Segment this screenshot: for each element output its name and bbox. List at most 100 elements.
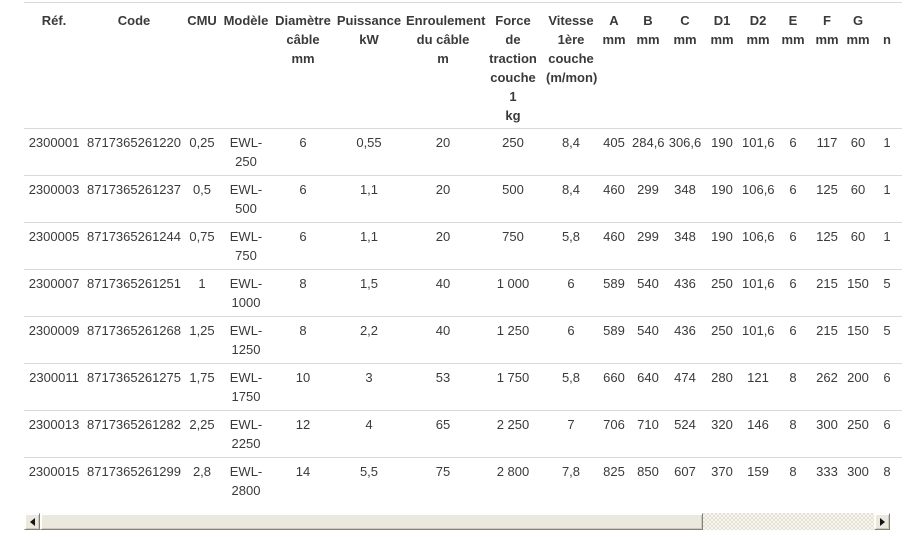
- column-header-partial: n: [872, 2, 902, 129]
- scrollbar-thumb[interactable]: [40, 513, 703, 530]
- cell-partial: 1: [883, 135, 891, 150]
- cell-ref: 2300015: [24, 457, 84, 504]
- cell-f: 300: [810, 410, 844, 458]
- cell-d2: 146: [740, 410, 776, 458]
- cell-puissance: 1,1: [334, 175, 404, 223]
- cell-cmu: 2,8: [184, 457, 220, 504]
- cell-diametre_cable: 14: [272, 457, 334, 504]
- cell-modele: EWL-250: [229, 135, 263, 169]
- cell-enroulement: 20: [435, 135, 451, 150]
- table-row: 2300009 8717365261268 1,25 EWL-1250 8 2,2 40 1 …: [24, 316, 902, 364]
- cell-diametre_cable: 6: [272, 175, 334, 223]
- cell-c: 306,6: [668, 135, 702, 150]
- cell-a: 460: [598, 175, 630, 223]
- cell-g: 250: [844, 410, 872, 458]
- cell-enroulement: 53: [404, 363, 482, 411]
- column-header-force_traction: Force de traction couche 1 kg: [482, 2, 544, 129]
- column-header-puissance: Puissance kW: [334, 2, 404, 129]
- cell-diametre_cable: 8: [272, 316, 334, 364]
- table-row: 2300005 8717365261244 0,75 EWL-750 6 1,1 20 750…: [24, 222, 902, 270]
- cell-diametre_cable: 8: [272, 269, 334, 317]
- cell-b: 540: [630, 316, 666, 364]
- cell-f: 125: [810, 222, 844, 270]
- cell-d1: 280: [704, 363, 740, 411]
- cell-a: 825: [598, 457, 630, 504]
- column-header-ref: Réf.: [24, 2, 84, 129]
- cell-code: 8717365261282: [84, 410, 184, 458]
- column-header-e: E mm: [776, 2, 810, 129]
- cell-f: 215: [810, 269, 844, 317]
- cell-ref: 2300013: [24, 410, 84, 458]
- cell-vitesse: 8,4: [544, 175, 598, 223]
- cell-d1: 250: [704, 269, 740, 317]
- header-row: Réf. Code CMU Modèle Diamètre câble mm Puissa…: [24, 2, 902, 129]
- cell-d2: 101,6: [740, 269, 776, 317]
- cell-f: 215: [810, 316, 844, 364]
- cell-modele: EWL-1250: [220, 316, 272, 364]
- cell-ref: 2300007: [24, 269, 84, 317]
- cell-puissance: 1,5: [334, 269, 404, 317]
- cell-c: 348: [666, 175, 704, 223]
- scroll-left-button[interactable]: [24, 513, 40, 530]
- cell-cmu: 0,25: [189, 135, 215, 150]
- cell-d1: 190: [704, 222, 740, 270]
- cell-g: 150: [844, 269, 872, 317]
- cell-code: 8717365261275: [84, 363, 184, 411]
- cell-d1: 320: [704, 410, 740, 458]
- cell-code: 8717365261299: [84, 457, 184, 504]
- cell-force_traction: 1 000: [482, 269, 544, 317]
- scroll-right-button[interactable]: [874, 513, 890, 530]
- cell-e: 6: [789, 135, 797, 150]
- cell-partial: 6: [872, 363, 902, 411]
- horizontal-scrollbar[interactable]: [24, 513, 890, 530]
- cell-a: 460: [598, 222, 630, 270]
- cell-force_traction: 2 250: [482, 410, 544, 458]
- cell-f: 117: [816, 135, 838, 150]
- cell-d2: 101,6: [742, 135, 775, 150]
- cell-puissance: 2,2: [334, 316, 404, 364]
- scrollbar-track[interactable]: [703, 513, 874, 530]
- cell-d1: 190: [711, 135, 733, 150]
- column-header-f: F mm: [810, 2, 844, 129]
- cell-partial: 5: [872, 269, 902, 317]
- cell-b: 540: [630, 269, 666, 317]
- column-header-g: G mm: [844, 2, 872, 129]
- table-viewport[interactable]: Réf. Code CMU Modèle Diamètre câble mm Puissa…: [24, 2, 902, 504]
- cell-modele: EWL-2250: [220, 410, 272, 458]
- cell-a: 589: [598, 269, 630, 317]
- cell-force_traction: 500: [482, 175, 544, 223]
- cell-d2: 106,6: [740, 175, 776, 223]
- cell-g: 200: [844, 363, 872, 411]
- cell-modele: EWL-500: [220, 175, 272, 223]
- cell-g: 60: [850, 135, 866, 150]
- cell-cmu: 1,75: [184, 363, 220, 411]
- cell-vitesse: 7,8: [544, 457, 598, 504]
- cell-c: 348: [666, 222, 704, 270]
- cell-puissance: 1,1: [334, 222, 404, 270]
- cell-b: 284,6: [632, 135, 665, 150]
- cell-enroulement: 40: [404, 316, 482, 364]
- cell-puissance: 0,55: [356, 135, 382, 150]
- cell-modele: EWL-1750: [220, 363, 272, 411]
- table-row: 2300007 8717365261251 1 EWL-1000 8 1,5 40 1 000…: [24, 269, 902, 317]
- cell-ref: 2300003: [24, 175, 84, 223]
- cell-c: 524: [666, 410, 704, 458]
- cell-g: 300: [844, 457, 872, 504]
- column-header-d1: D1 mm: [704, 2, 740, 129]
- cell-vitesse: 5,8: [544, 363, 598, 411]
- cell-ref: 2300011: [24, 363, 84, 411]
- column-header-a: A mm: [598, 2, 630, 129]
- cell-force_traction: 2 800: [482, 457, 544, 504]
- cell-code: 8717365261251: [84, 269, 184, 317]
- column-header-b: B mm: [630, 2, 666, 129]
- cell-f: 262: [810, 363, 844, 411]
- cell-d2: 106,6: [740, 222, 776, 270]
- cell-e: 6: [776, 316, 810, 364]
- cell-enroulement: 20: [404, 175, 482, 223]
- table-row: 2300003 8717365261237 0,5 EWL-500 6 1,1 20 500 8…: [24, 175, 902, 223]
- cell-vitesse: 6: [544, 316, 598, 364]
- cell-partial: 5: [872, 316, 902, 364]
- cell-force_traction: 1 750: [482, 363, 544, 411]
- cell-f: 125: [810, 175, 844, 223]
